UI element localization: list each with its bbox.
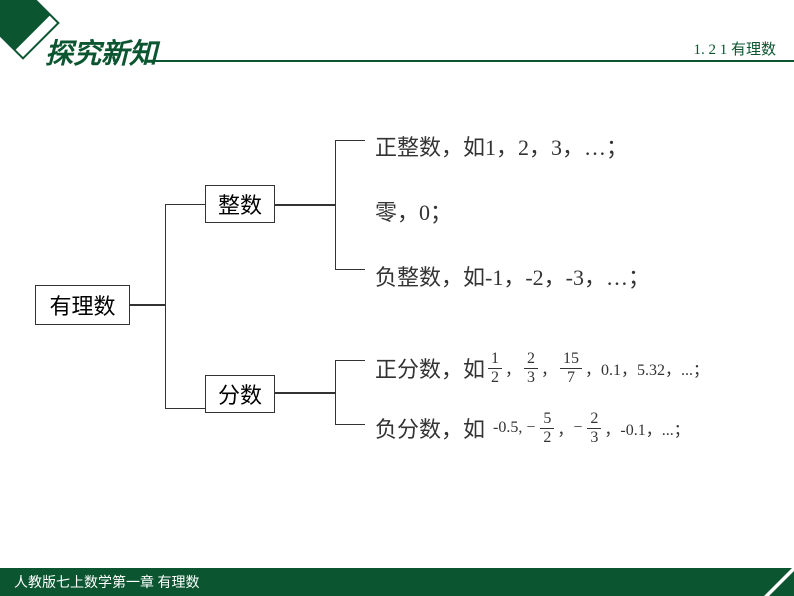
neg-decimal: -0.5, bbox=[485, 419, 526, 437]
bracket-tick bbox=[327, 204, 335, 206]
page-title: 探究新知 bbox=[45, 32, 157, 72]
footer: 人教版七上数学第一章 有理数 bbox=[0, 568, 794, 596]
fraction-15-7: 157 bbox=[560, 350, 582, 386]
fraction-2-3: 23 bbox=[524, 350, 538, 386]
footer-text: 人教版七上数学第一章 有理数 bbox=[14, 572, 200, 592]
bracket-integers bbox=[335, 140, 365, 270]
fraction-1-2: 12 bbox=[488, 350, 502, 386]
header: 探究新知 1. 2 1 有理数 bbox=[0, 0, 794, 70]
leaf-prefix: 正分数，如 bbox=[375, 352, 485, 384]
fraction-neg-2-3: 23 bbox=[587, 410, 601, 446]
leaf-positive-fractions: 正分数，如 12， 23， 157 ，0.1，5.32，...； bbox=[375, 350, 709, 386]
connector bbox=[275, 204, 327, 206]
connector bbox=[275, 392, 327, 394]
leaf-negative-fractions: 负分数，如 -0.5, −52， −23 ，-0.1，...； bbox=[375, 410, 690, 446]
bracket-fractions bbox=[335, 360, 365, 425]
fraction-neg-5-2: 52 bbox=[540, 410, 554, 446]
bracket-tick bbox=[157, 304, 165, 306]
leaf-suffix: ，-0.1，...； bbox=[604, 416, 689, 440]
integer-node: 整数 bbox=[205, 185, 275, 223]
fraction-node: 分数 bbox=[205, 375, 275, 413]
leaf-zero: 零，0； bbox=[375, 195, 452, 227]
bracket-tick bbox=[327, 392, 335, 394]
corner-bottom-icon bbox=[744, 546, 794, 596]
tree-diagram: 有理数 整数 分数 正整数，如1，2，3，…； 零，0； 负整数，如-1，-2，… bbox=[35, 100, 755, 520]
leaf-negative-integers: 负整数，如-1，-2，-3，…； bbox=[375, 260, 650, 292]
leaf-suffix: ，0.1，5.32，...； bbox=[585, 356, 709, 380]
header-section-label: 1. 2 1 有理数 bbox=[693, 38, 776, 59]
leaf-positive-integers: 正整数，如1，2，3，…； bbox=[375, 130, 628, 162]
bracket-level1 bbox=[165, 204, 205, 409]
connector bbox=[130, 304, 158, 306]
leaf-prefix: 负分数，如 bbox=[375, 412, 485, 444]
root-node: 有理数 bbox=[35, 285, 130, 325]
header-divider bbox=[149, 60, 794, 62]
